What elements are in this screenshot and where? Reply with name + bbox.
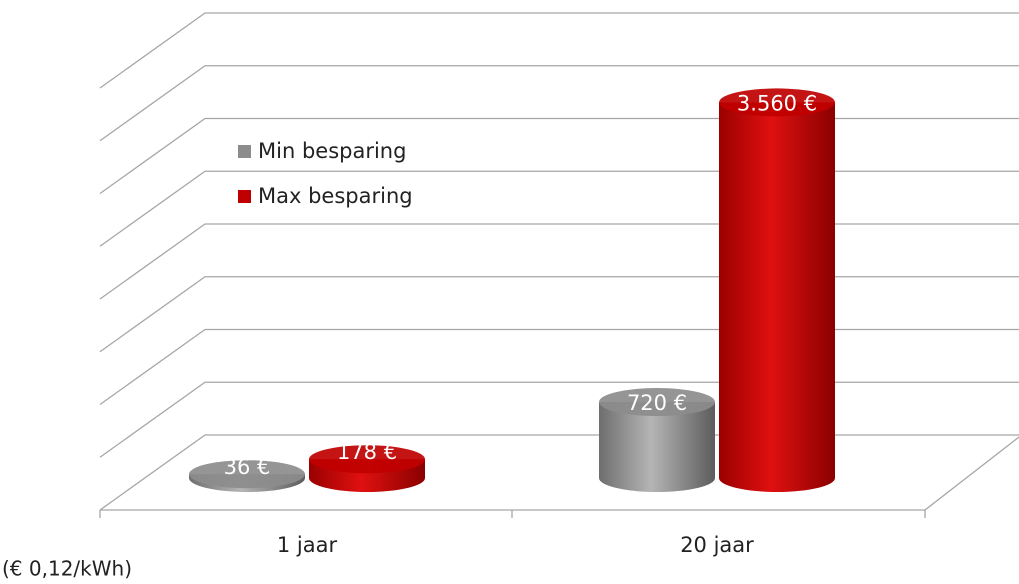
x-tick-label: 1 jaar	[277, 533, 338, 557]
legend-label: Max besparing	[258, 184, 413, 208]
value-label: 178 €	[337, 440, 397, 464]
value-label: 720 €	[627, 391, 687, 415]
grid-line	[99, 328, 1019, 406]
grid	[99, 12, 1019, 511]
grid-line	[99, 65, 1019, 142]
grid-line	[99, 170, 1019, 247]
x-tick-label: 20 jaar	[680, 533, 754, 557]
legend-swatch	[238, 190, 251, 203]
value-label: 3.560 €	[737, 91, 817, 115]
legend-swatch	[238, 145, 251, 158]
bar	[719, 102, 835, 493]
legend-label: Min besparing	[258, 139, 406, 163]
grid-line	[99, 276, 1019, 353]
bar	[599, 402, 715, 492]
bar-top	[599, 388, 715, 417]
grid-line	[99, 381, 1019, 458]
note: (€ 0,12/kWh)	[2, 557, 132, 581]
bar-top	[719, 88, 835, 117]
grid-line	[99, 117, 1019, 195]
grid-line	[99, 12, 1019, 89]
bar-top	[189, 460, 305, 489]
grid-line	[99, 223, 1019, 300]
bar-top	[309, 445, 425, 474]
value-label: 36 €	[224, 455, 271, 479]
